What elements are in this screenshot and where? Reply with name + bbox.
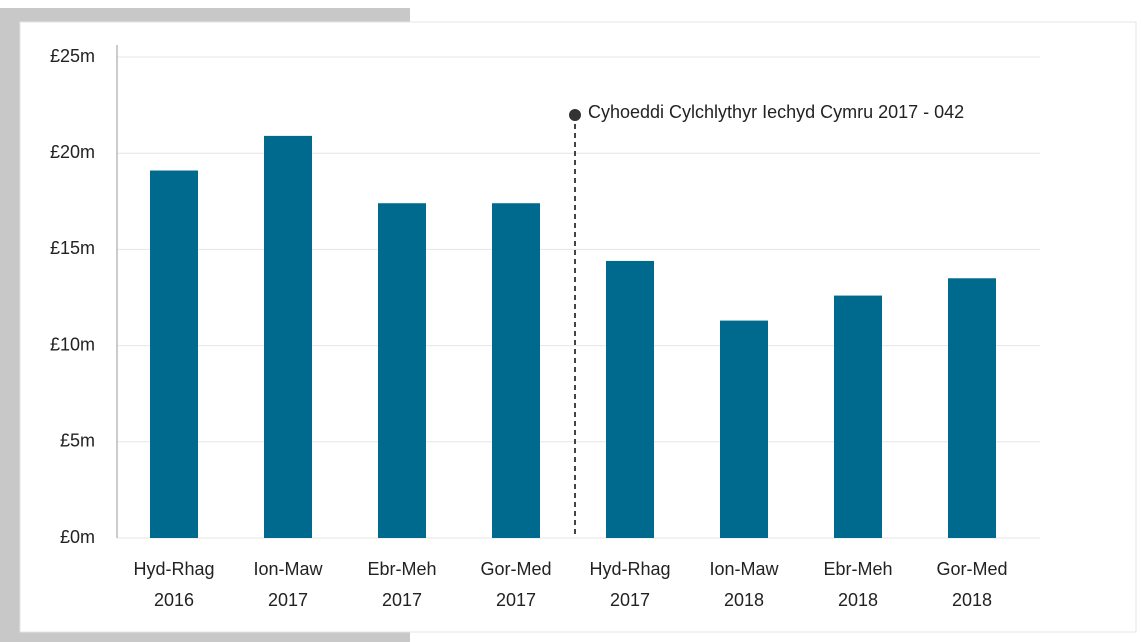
x-tick-label: Ion-Maw xyxy=(709,559,779,579)
bar xyxy=(606,260,654,538)
x-tick-label: Gor-Med xyxy=(936,559,1007,579)
x-tick-label: Hyd-Rhag xyxy=(589,559,670,579)
y-tick-label: £5m xyxy=(60,431,95,451)
y-tick-label: £0m xyxy=(60,527,95,547)
bar xyxy=(378,203,426,538)
bar xyxy=(720,320,768,538)
x-tick-label: 2017 xyxy=(496,590,536,610)
annotation-dot xyxy=(569,109,581,121)
x-tick-label: Ion-Maw xyxy=(253,559,323,579)
x-tick-label: Ebr-Meh xyxy=(823,559,892,579)
x-tick-label: 2017 xyxy=(610,590,650,610)
x-tick-label: 2018 xyxy=(724,590,764,610)
x-tick-label: 2018 xyxy=(838,590,878,610)
annotation-text: Cyhoeddi Cylchlythyr Iechyd Cymru 2017 -… xyxy=(588,102,964,122)
y-tick-label: £20m xyxy=(50,142,95,162)
x-tick-label: Gor-Med xyxy=(480,559,551,579)
bar xyxy=(150,170,198,539)
x-tick-label: 2017 xyxy=(268,590,308,610)
x-tick-label: Ebr-Meh xyxy=(367,559,436,579)
x-tick-label: 2016 xyxy=(154,590,194,610)
x-tick-label: 2018 xyxy=(952,590,992,610)
bar xyxy=(834,295,882,538)
x-tick-label: 2017 xyxy=(382,590,422,610)
bar xyxy=(264,135,312,538)
y-tick-label: £10m xyxy=(50,334,95,354)
y-tick-label: £15m xyxy=(50,238,95,258)
x-tick-label: Hyd-Rhag xyxy=(133,559,214,579)
y-tick-label: £25m xyxy=(50,46,95,66)
bar xyxy=(492,203,540,538)
bar xyxy=(948,278,996,538)
